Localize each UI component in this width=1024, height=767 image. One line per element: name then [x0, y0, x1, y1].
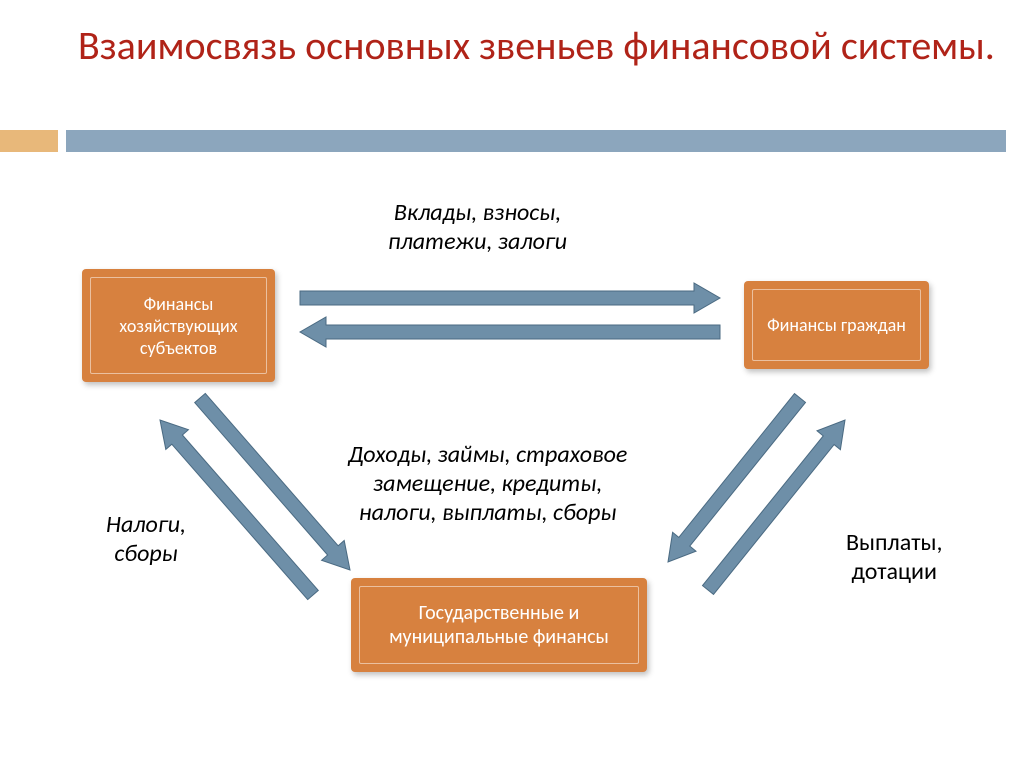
node-state-finance: Государственные и муниципальные финансы	[351, 578, 647, 672]
node-business-finance: Финансы хозяйствующих субъектов	[82, 269, 275, 382]
edge-label-payouts: Выплаты, дотации	[846, 528, 942, 586]
edge-label-deposits: Вклады, взносы, платежи, залоги	[388, 198, 567, 256]
node-label: Государственные и муниципальные финансы	[366, 601, 632, 649]
label-line: платежи, залоги	[388, 227, 567, 256]
page-title: Взаимосвязь основных звеньев финансовой …	[78, 22, 995, 70]
node-citizen-finance: Финансы граждан	[744, 281, 929, 369]
label-line: сборы	[106, 539, 186, 568]
edge-label-income: Доходы, займы, страховое замещение, кред…	[348, 440, 627, 527]
node-label: Финансы граждан	[767, 314, 906, 336]
label-line: налоги, выплаты, сборы	[348, 498, 627, 527]
label-line: дотации	[846, 557, 942, 586]
label-line: Налоги,	[106, 510, 186, 539]
node-label: Финансы хозяйствующих субъектов	[97, 293, 260, 359]
edge-label-taxes: Налоги, сборы	[106, 510, 186, 568]
accent-bar	[0, 130, 58, 152]
divider-bar	[66, 130, 1006, 152]
label-line: Доходы, займы, страховое	[348, 440, 627, 469]
label-line: Выплаты,	[846, 528, 942, 557]
label-line: Вклады, взносы,	[388, 198, 567, 227]
label-line: замещение, кредиты,	[348, 469, 627, 498]
